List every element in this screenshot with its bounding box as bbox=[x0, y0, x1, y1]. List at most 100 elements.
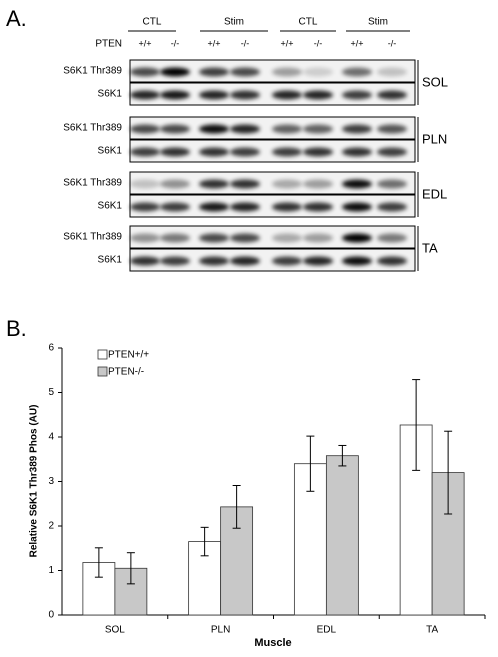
blot-band bbox=[342, 256, 372, 266]
x-tick-label: EDL bbox=[317, 625, 337, 636]
blot-band bbox=[342, 90, 372, 100]
muscle-label: EDL bbox=[422, 186, 447, 201]
blot-band bbox=[272, 233, 302, 243]
legend-label: PTEN-/- bbox=[108, 367, 144, 378]
error-bar bbox=[444, 430, 453, 515]
blot-band bbox=[199, 256, 229, 266]
blot-band bbox=[272, 147, 302, 157]
blot-band bbox=[342, 179, 372, 189]
blot-band bbox=[130, 147, 160, 157]
genotype-label: -/- bbox=[241, 38, 250, 48]
genotype-label: -/- bbox=[314, 38, 323, 48]
blot-band bbox=[303, 147, 333, 157]
muscle-label: PLN bbox=[422, 131, 447, 146]
genotype-label: +/+ bbox=[280, 38, 293, 48]
blot-band bbox=[199, 179, 229, 189]
blot-band bbox=[230, 233, 260, 243]
blot-band bbox=[377, 233, 407, 243]
blot-band bbox=[377, 67, 407, 77]
blot-band bbox=[377, 147, 407, 157]
y-axis-label: Relative S6K1 Thr389 Phos (AU) bbox=[29, 405, 40, 558]
blot-band bbox=[199, 90, 229, 100]
blot-band bbox=[130, 202, 160, 212]
blot-band bbox=[303, 179, 333, 189]
group-label: CTL bbox=[143, 17, 162, 28]
blot-band bbox=[130, 67, 160, 77]
blot-band bbox=[199, 233, 229, 243]
muscle-label: SOL bbox=[422, 74, 448, 89]
blot-row-label: S6K1 bbox=[98, 146, 123, 157]
muscle-label: TA bbox=[422, 240, 438, 255]
blot-band bbox=[303, 124, 333, 134]
blot-band bbox=[230, 256, 260, 266]
blot-band bbox=[342, 233, 372, 243]
panel-label: A. bbox=[6, 6, 27, 31]
blot-band bbox=[160, 147, 190, 157]
genotype-label: -/- bbox=[171, 38, 180, 48]
legend-swatch bbox=[97, 349, 108, 360]
blot-row-label: S6K1 bbox=[98, 89, 123, 100]
error-bar bbox=[126, 552, 135, 585]
blot-row-label: S6K1 Thr389 bbox=[63, 123, 122, 134]
blot-band bbox=[130, 90, 160, 100]
group-label: Stim bbox=[368, 17, 388, 28]
blot-row-label: S6K1 bbox=[98, 201, 123, 212]
row-label: PTEN bbox=[95, 39, 122, 50]
blot-band bbox=[160, 90, 190, 100]
blot-band bbox=[342, 202, 372, 212]
blot-band bbox=[160, 202, 190, 212]
blot-band bbox=[130, 233, 160, 243]
blot-band bbox=[377, 124, 407, 134]
blot-band bbox=[272, 179, 302, 189]
error-bar bbox=[412, 379, 421, 471]
legend-label: PTEN+/+ bbox=[108, 350, 149, 361]
group-label: CTL bbox=[299, 17, 318, 28]
genotype-label: +/+ bbox=[350, 38, 363, 48]
blot-band bbox=[230, 202, 260, 212]
x-tick-label: PLN bbox=[211, 625, 230, 636]
blot-band bbox=[342, 67, 372, 77]
blot-band bbox=[160, 179, 190, 189]
genotype-label: +/+ bbox=[138, 38, 151, 48]
y-tick-label: 2 bbox=[48, 521, 54, 532]
blot-band bbox=[303, 67, 333, 77]
error-bar bbox=[338, 444, 347, 467]
blot-band bbox=[377, 256, 407, 266]
blot-band bbox=[160, 67, 190, 77]
y-tick-label: 3 bbox=[48, 476, 54, 487]
blot-band bbox=[272, 202, 302, 212]
blot-band bbox=[130, 256, 160, 266]
blot-band bbox=[230, 124, 260, 134]
legend-swatch bbox=[97, 366, 108, 377]
blot-band bbox=[160, 233, 190, 243]
blot-band bbox=[342, 124, 372, 134]
error-bar bbox=[306, 435, 315, 492]
x-tick-label: TA bbox=[426, 625, 438, 636]
blot-band bbox=[230, 90, 260, 100]
y-tick-label: 4 bbox=[48, 432, 54, 443]
x-tick-label: SOL bbox=[105, 625, 125, 636]
blot-band bbox=[230, 67, 260, 77]
x-axis-label: Muscle bbox=[254, 637, 291, 649]
bar bbox=[325, 455, 359, 616]
blot-band bbox=[130, 124, 160, 134]
blot-band bbox=[272, 67, 302, 77]
blot-band bbox=[160, 124, 190, 134]
genotype-label: +/+ bbox=[207, 38, 220, 48]
blot-band bbox=[377, 202, 407, 212]
error-bar bbox=[200, 526, 209, 557]
y-tick-label: 6 bbox=[48, 343, 54, 354]
blot-band bbox=[160, 256, 190, 266]
blot-row-label: S6K1 bbox=[98, 255, 123, 266]
blot-band bbox=[272, 256, 302, 266]
blot-band bbox=[199, 202, 229, 212]
blot-band bbox=[199, 147, 229, 157]
blot-row-label: S6K1 Thr389 bbox=[63, 66, 122, 77]
blot-band bbox=[230, 179, 260, 189]
blot-band bbox=[377, 179, 407, 189]
blot-band bbox=[130, 179, 160, 189]
y-tick-label: 5 bbox=[48, 387, 54, 398]
genotype-label: -/- bbox=[388, 38, 397, 48]
blot-band bbox=[303, 202, 333, 212]
